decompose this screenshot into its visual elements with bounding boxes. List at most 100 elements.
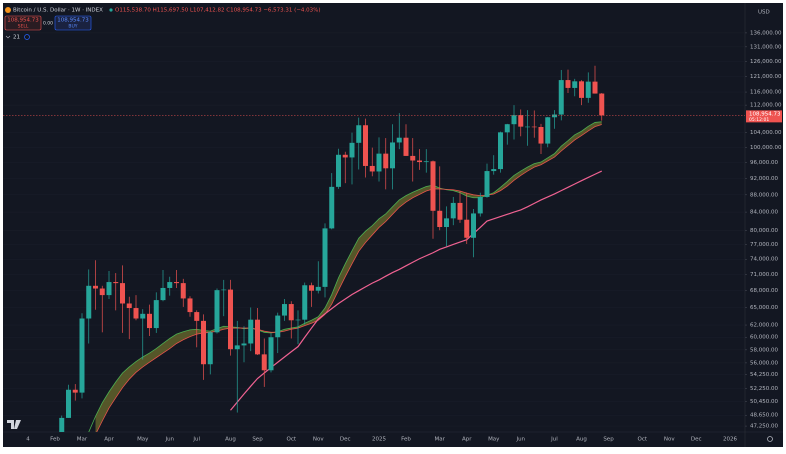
y-tick-label: 71,000.00 (750, 272, 778, 278)
y-tick-label: 80,000.00 (750, 228, 778, 234)
y-tick-label: 112,000.00 (750, 103, 782, 109)
candle-body (282, 304, 287, 316)
candle-body (444, 218, 449, 228)
candle-body (498, 132, 503, 170)
overlay-line (88, 121, 602, 432)
price-countdown: 05:12:01 (749, 117, 769, 123)
y-tick-label: 65,000.00 (750, 305, 778, 311)
collapse-icon[interactable] (5, 35, 11, 39)
y-tick-label: 116,000.00 (750, 90, 782, 96)
y-tick-label: 50,450.00 (750, 399, 778, 405)
candle-body (241, 343, 247, 346)
candle-body (93, 285, 98, 289)
x-tick-label: Feb (50, 437, 60, 443)
candle-body (437, 210, 443, 228)
candle-body (504, 124, 510, 133)
x-tick-label: Apr (104, 437, 114, 443)
candle-body (552, 114, 557, 118)
candle-body (450, 202, 456, 219)
candle-body (248, 319, 254, 344)
candle-body (558, 80, 564, 115)
candle-body (167, 282, 173, 288)
x-tick-label: Aug (576, 437, 587, 443)
x-tick-label: May (488, 437, 500, 443)
candle-body (336, 154, 341, 187)
price-label-box (746, 110, 782, 123)
candle-body (565, 80, 571, 88)
x-tick-label: Oct (286, 437, 296, 443)
y-tick-label: 74,000.00 (750, 257, 778, 263)
tradingview-logo[interactable] (7, 420, 21, 429)
candle-body (585, 81, 591, 98)
candle-body (59, 417, 65, 432)
candle-body (579, 81, 584, 98)
y-tick-label: 77,000.00 (750, 242, 778, 248)
x-tick-label: Jul (550, 437, 558, 443)
buy-label: BUY (68, 24, 77, 30)
candle-body (120, 283, 125, 304)
buy-button[interactable] (54, 15, 92, 31)
candle-body (268, 337, 274, 371)
settings-gear[interactable] (767, 436, 773, 442)
y-tick-label: 68,000.00 (750, 288, 778, 294)
indicator-settings[interactable] (24, 34, 30, 40)
candle-body (322, 228, 328, 287)
x-tick-label: Dec (691, 437, 702, 443)
x-tick-label: Feb (401, 437, 411, 443)
candle-body (221, 289, 227, 291)
x-tick-label: Oct (637, 437, 647, 443)
plot (3, 65, 745, 432)
x-tick-label: 2025 (372, 437, 386, 443)
y-tick-label: 47,250.00 (750, 424, 778, 430)
sell-button[interactable] (4, 15, 42, 31)
candle-body (187, 298, 193, 313)
y-tick-label: 131,000.00 (750, 44, 782, 50)
x-tick-label: Apr (462, 437, 472, 443)
x-tick-label: Sep (603, 437, 614, 443)
y-tick-label: 136,000.00 (750, 30, 782, 36)
candle-body (525, 126, 530, 128)
candle-body (369, 165, 375, 172)
candle-body (531, 126, 537, 128)
candle-body (275, 315, 281, 338)
candle-body (410, 155, 416, 161)
status-dot (109, 8, 113, 12)
candle-body (363, 125, 368, 166)
candle-body (72, 389, 78, 393)
symbol-title: Bitcoin / U.S. Dollar · 1W · INDEX (13, 8, 103, 14)
candle-body (471, 213, 476, 238)
y-tick-label: 48,650.00 (750, 413, 778, 419)
candle-body (106, 282, 112, 296)
candle-body (518, 115, 524, 127)
ohlc-readout: O115,538.70 H115,697.50 L107,412.82 C108… (115, 8, 321, 14)
axes: 136,000.00 131,000.00 126,000.00 121,000.00… (26, 30, 782, 443)
candle-body (86, 285, 92, 319)
candle-body (315, 286, 321, 291)
candle-body (423, 161, 429, 163)
buy-price: 108,954.73 (57, 18, 89, 24)
candle-body (457, 202, 463, 220)
indicator-label: 21 (13, 35, 20, 41)
x-tick-label: Dec (340, 437, 351, 443)
candle-body (66, 389, 71, 418)
candle-body (140, 313, 146, 319)
candle-body (417, 160, 422, 163)
candle-body (356, 125, 362, 143)
y-tick-label: 84,000.00 (750, 210, 778, 216)
candle-body (538, 127, 544, 144)
x-tick-label: Jul (192, 437, 200, 443)
y-tick-label: 100,000.00 (750, 145, 782, 151)
x-tick-label: Sep (252, 437, 263, 443)
candle-body (295, 319, 301, 321)
candle-body (153, 300, 159, 329)
symbol-icon (5, 7, 11, 13)
sell-label: SELL (18, 24, 29, 30)
candle-body (174, 282, 179, 284)
y-tick-label: 88,000.00 (750, 192, 778, 198)
candle-body (484, 171, 490, 197)
candle-body (201, 320, 206, 365)
candle-body (511, 115, 517, 125)
price-label: 108,954.73 (749, 111, 781, 117)
candle-body (255, 319, 260, 355)
candle-body (403, 137, 409, 156)
